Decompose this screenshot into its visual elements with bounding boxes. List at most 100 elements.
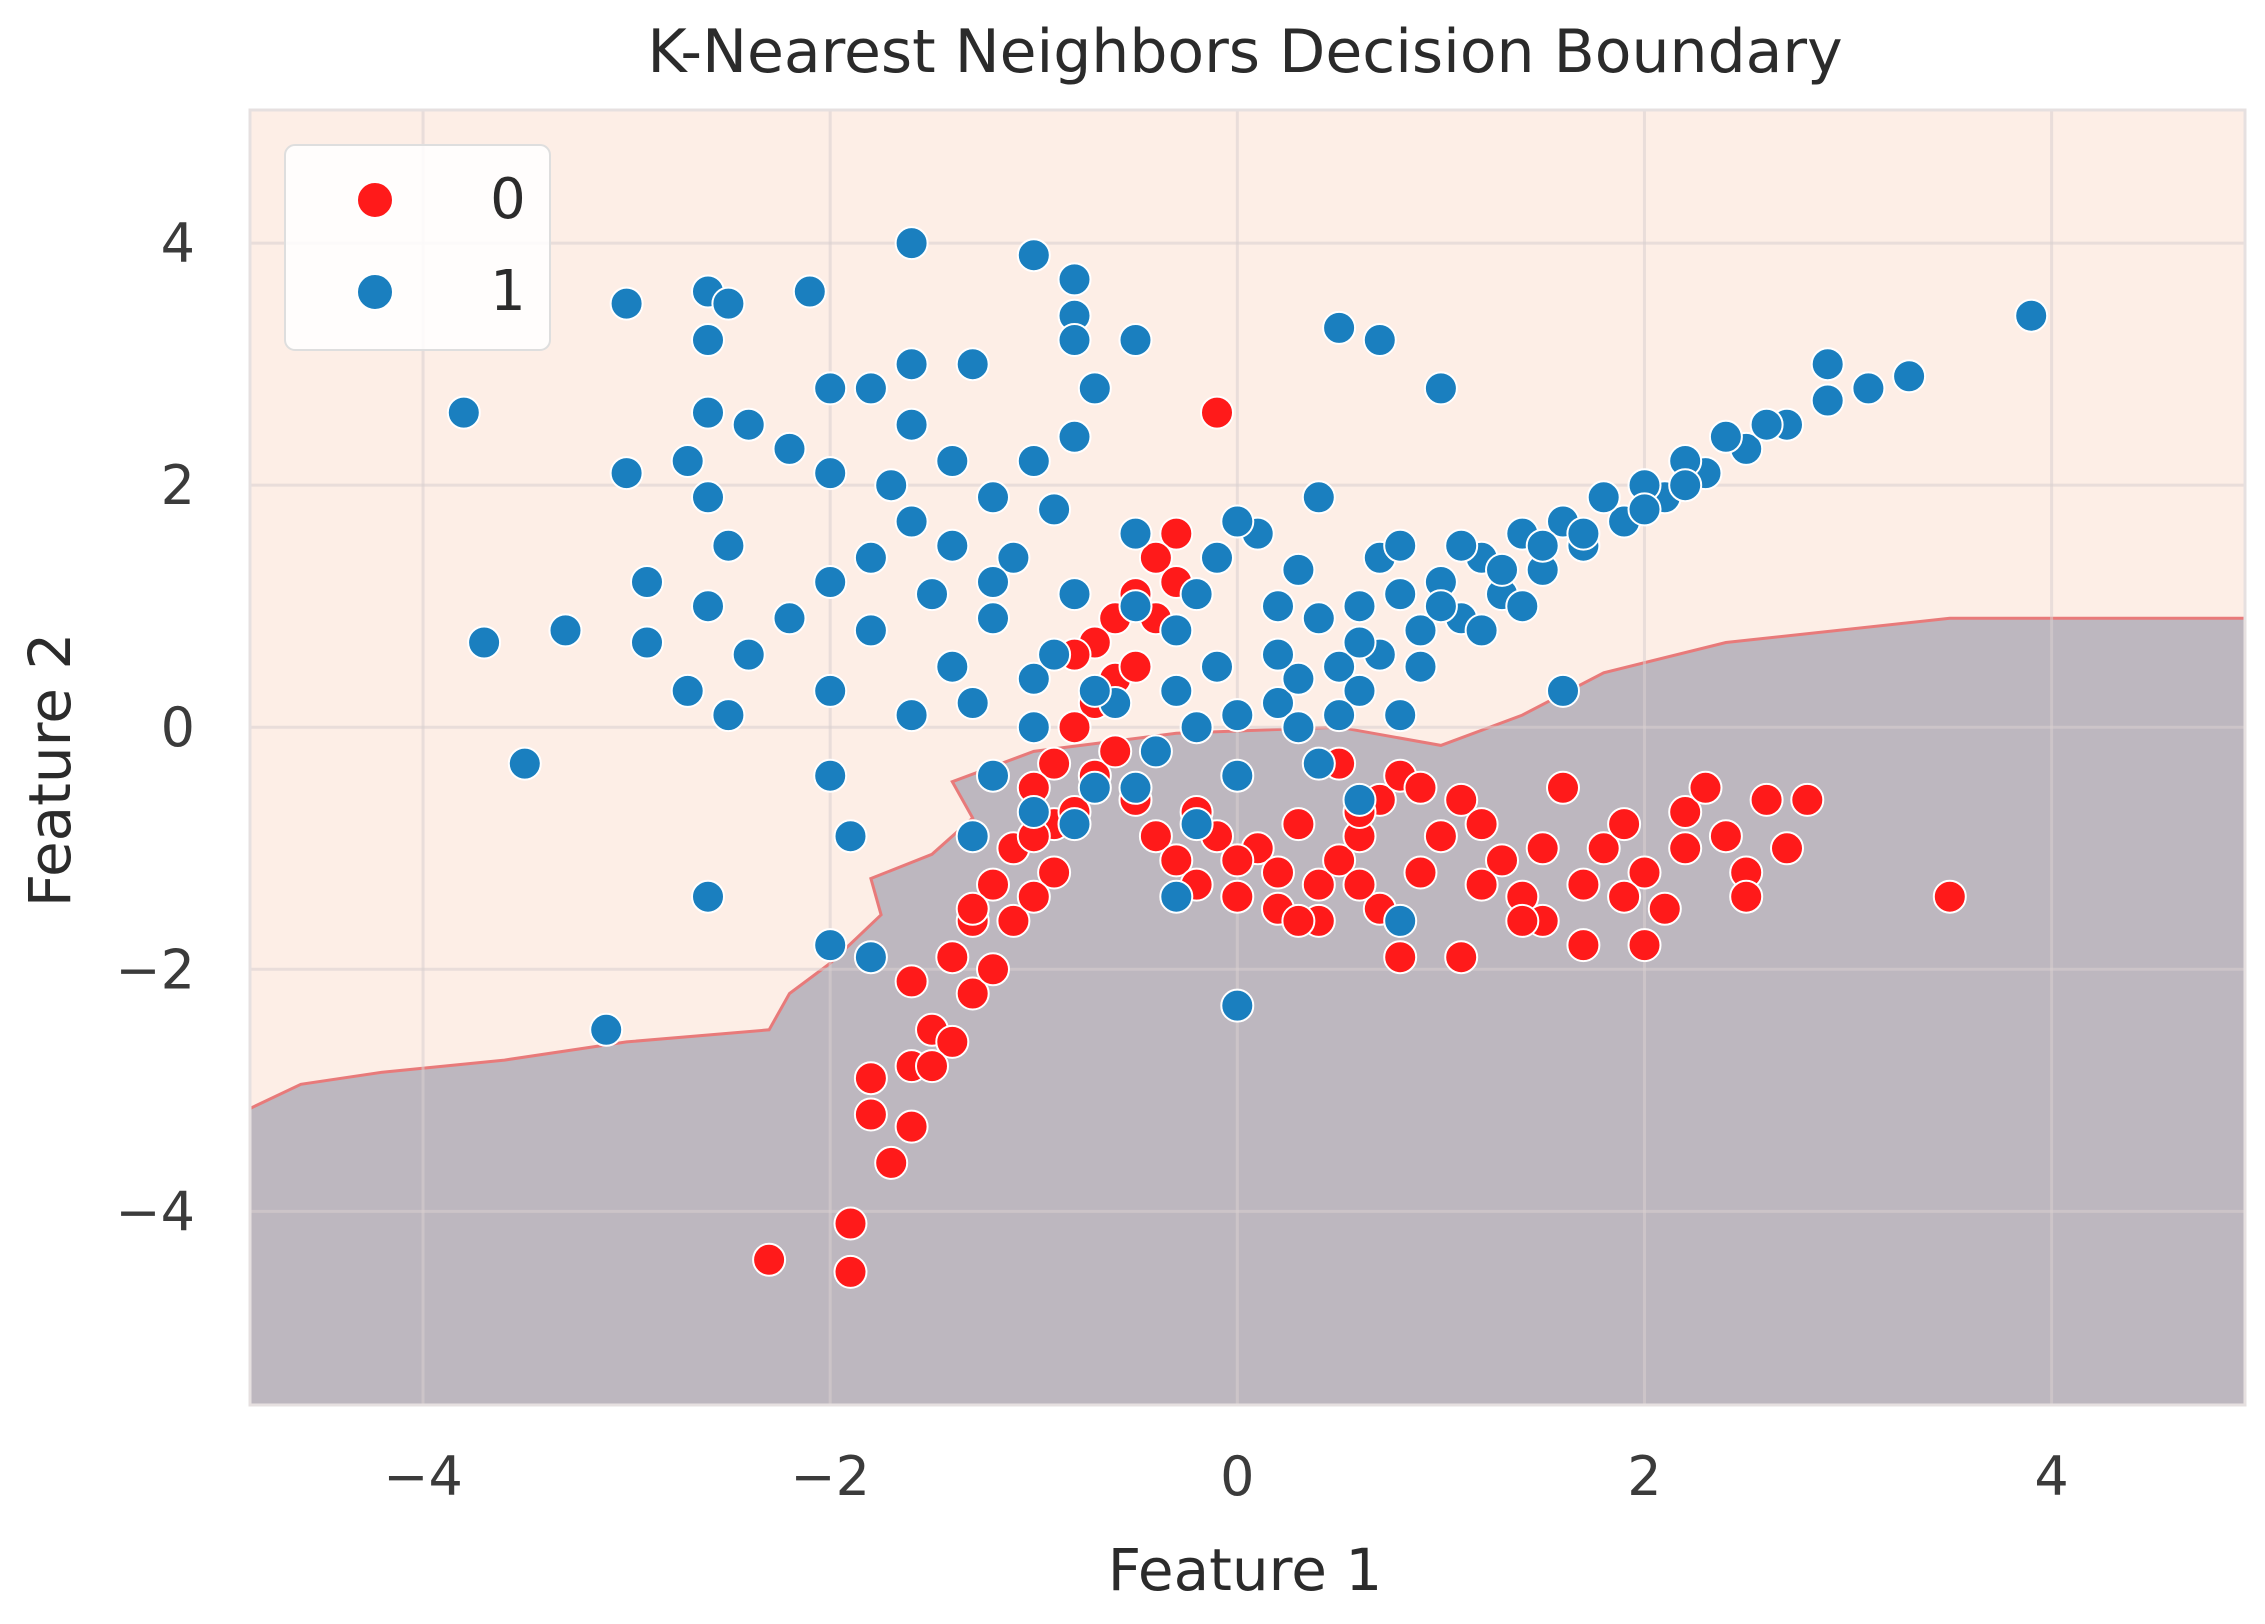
x-tick-label: 4 [2034, 1445, 2068, 1508]
data-point-class-0 [1566, 928, 1601, 963]
data-point-class-1 [711, 528, 746, 563]
data-point-class-1 [1810, 347, 1845, 382]
data-point-class-1 [976, 601, 1010, 636]
data-point-class-1 [1749, 407, 1784, 442]
data-point-class-1 [1118, 770, 1153, 805]
data-point-class-0 [1037, 746, 1072, 781]
data-point-class-1 [935, 649, 970, 684]
data-point-class-1 [630, 565, 664, 599]
data-point-class-1 [894, 226, 929, 261]
data-points [446, 226, 2049, 1289]
plot-frame [248, 108, 2247, 1407]
data-point-class-1 [813, 673, 848, 708]
data-point-class-1 [1383, 577, 1418, 612]
data-point-class-1 [711, 286, 746, 321]
data-point-class-1 [1281, 552, 1316, 587]
data-point-class-0 [1749, 782, 1784, 817]
data-point-class-1 [548, 613, 583, 648]
data-point-class-1 [792, 274, 827, 309]
data-point-class-0 [1668, 831, 1703, 866]
data-point-class-1 [853, 540, 888, 575]
data-point-class-0 [833, 1206, 868, 1241]
data-point-class-0 [1220, 843, 1255, 878]
data-point-class-1 [1342, 589, 1377, 624]
data-point-class-0 [1546, 770, 1580, 805]
data-point-class-1 [1200, 649, 1234, 684]
data-point-class-1 [1261, 686, 1295, 720]
data-point-class-1 [1322, 698, 1357, 733]
data-point-class-1 [1892, 359, 1927, 394]
data-point-class-1 [1383, 528, 1418, 563]
data-point-class-0 [1220, 879, 1255, 914]
data-point-class-1 [691, 879, 725, 914]
data-point-class-1 [2014, 298, 2049, 333]
data-point-class-0 [1057, 710, 1092, 745]
data-point-class-1 [813, 456, 848, 491]
data-point-class-0 [752, 1242, 787, 1277]
data-point-class-1 [1362, 323, 1397, 357]
data-point-class-1 [589, 1012, 624, 1047]
data-point-class-1 [1525, 528, 1560, 563]
data-point-class-1 [1261, 589, 1295, 624]
legend-box [284, 144, 551, 351]
data-point-class-1 [1037, 492, 1072, 527]
data-point-class-1 [833, 819, 868, 854]
x-tick-label: −2 [790, 1445, 870, 1508]
data-point-class-0 [1932, 879, 1967, 914]
data-point-class-1 [1220, 698, 1255, 733]
data-point-class-1 [1220, 988, 1255, 1023]
data-point-class-1 [1708, 419, 1743, 454]
data-point-class-1 [976, 565, 1010, 599]
data-point-class-0 [955, 891, 990, 926]
data-point-class-1 [853, 371, 888, 406]
data-point-class-0 [1444, 782, 1479, 817]
y-tick-label: −2 [115, 938, 195, 1001]
data-point-class-1 [1118, 516, 1153, 551]
data-point-class-1 [1016, 661, 1051, 696]
data-point-class-1 [813, 371, 848, 406]
data-point-class-0 [1118, 649, 1153, 684]
data-point-class-1 [1301, 746, 1336, 781]
data-point-class-1 [1301, 601, 1336, 636]
data-point-class-1 [630, 625, 664, 660]
data-point-class-1 [731, 407, 766, 442]
data-point-class-1 [1057, 577, 1092, 612]
data-point-class-1 [1057, 262, 1092, 297]
data-point-class-1 [1118, 589, 1153, 624]
data-point-class-0 [1322, 843, 1357, 878]
data-point-class-1 [1281, 661, 1316, 696]
data-point-class-1 [894, 504, 929, 539]
x-tick-label: −4 [383, 1445, 463, 1508]
data-point-class-1 [894, 347, 929, 382]
data-point-class-0 [1688, 770, 1723, 805]
data-point-class-0 [1016, 879, 1051, 914]
data-point-class-1 [1016, 710, 1051, 745]
data-point-class-1 [813, 565, 848, 599]
data-point-class-1 [670, 673, 705, 708]
data-point-class-1 [976, 480, 1010, 515]
data-point-class-1 [1566, 516, 1601, 551]
data-point-class-1 [955, 686, 990, 720]
data-point-class-1 [976, 758, 1010, 793]
data-point-class-0 [894, 1109, 929, 1144]
data-point-class-1 [1057, 807, 1092, 842]
legend-marker-class-1 [356, 273, 394, 311]
data-point-class-0 [1098, 734, 1133, 769]
data-point-class-1 [874, 468, 909, 503]
y-tick-label: 4 [161, 212, 195, 275]
data-point-class-0 [1444, 940, 1479, 975]
data-point-class-1 [1016, 795, 1051, 829]
data-point-class-1 [691, 323, 725, 357]
data-point-class-0 [1464, 807, 1499, 842]
data-point-class-1 [955, 347, 990, 382]
data-point-class-0 [1403, 855, 1438, 890]
data-point-class-1 [1077, 673, 1112, 708]
y-tick-label: 2 [161, 454, 195, 517]
data-point-class-0 [1586, 831, 1621, 866]
data-point-class-0 [1261, 855, 1295, 890]
data-point-class-0 [1423, 819, 1458, 854]
data-point-class-0 [935, 1024, 970, 1059]
data-point-class-1 [691, 589, 725, 624]
data-point-class-1 [691, 480, 725, 515]
